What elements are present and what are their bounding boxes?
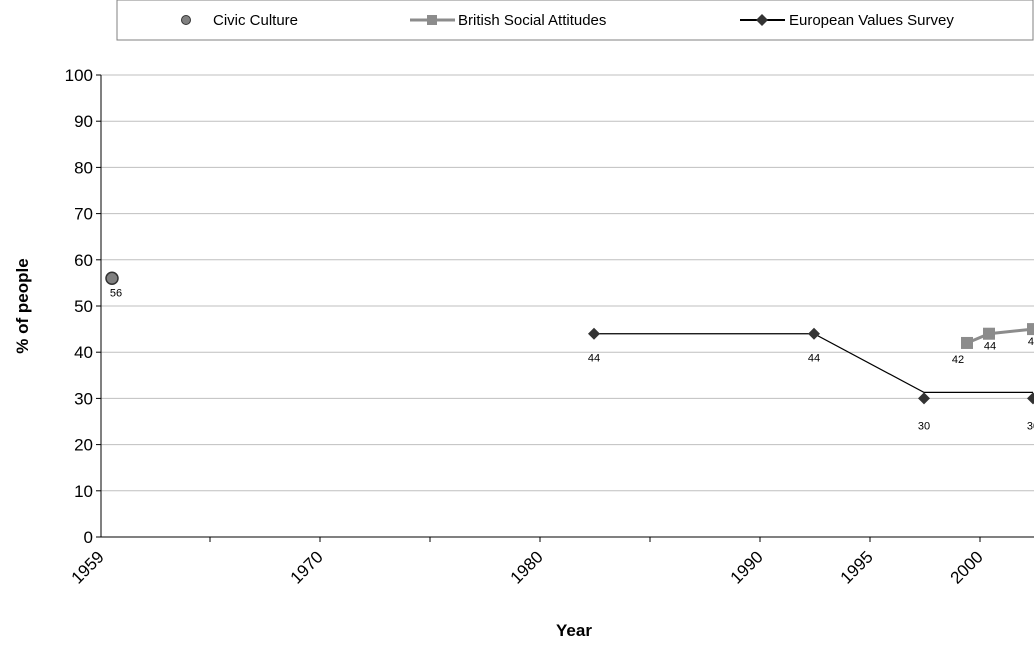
y-tick-label: 90 bbox=[74, 112, 93, 131]
legend-item-civic-culture: Civic Culture bbox=[181, 12, 298, 29]
x-tick-label: 2000 bbox=[947, 547, 987, 587]
x-axis-ticks: 1959 1970 1980 1990 1995 2000 bbox=[68, 537, 987, 588]
data-label: 56 bbox=[110, 287, 122, 299]
series-line bbox=[966, 327, 1034, 345]
x-axis-title: Year bbox=[556, 621, 592, 640]
series-group: 56 42 44 45 44 44 30 30 bbox=[105, 271, 1034, 432]
data-label: 44 bbox=[588, 353, 600, 365]
data-label: 42 bbox=[952, 354, 964, 366]
data-point-square bbox=[983, 327, 995, 340]
data-label: 44 bbox=[808, 353, 820, 365]
y-tick-label: 20 bbox=[74, 436, 93, 455]
y-axis-title: % of people bbox=[13, 258, 32, 353]
legend-label: Civic Culture bbox=[213, 12, 298, 29]
data-point-diamond bbox=[918, 392, 930, 405]
x-tick-label: 1959 bbox=[68, 547, 108, 587]
gridlines bbox=[101, 74, 1034, 492]
legend-item-british-social-attitudes: British Social Attitudes bbox=[410, 12, 606, 29]
series-british-social-attitudes: 42 44 45 bbox=[952, 323, 1034, 366]
data-label: 30 bbox=[1027, 420, 1034, 432]
data-point-diamond bbox=[808, 327, 820, 340]
data-point-square bbox=[1027, 323, 1034, 336]
data-label: 44 bbox=[984, 341, 996, 353]
data-label: 30 bbox=[918, 420, 930, 432]
y-tick-label: 60 bbox=[74, 251, 93, 270]
y-tick-label: 0 bbox=[84, 528, 93, 547]
y-tick-label: 100 bbox=[65, 66, 93, 85]
series-line bbox=[594, 333, 1033, 393]
legend-square-marker-icon bbox=[427, 15, 437, 25]
data-point-diamond bbox=[588, 327, 600, 340]
x-tick-label: 1995 bbox=[837, 547, 877, 587]
legend-circle-marker-icon bbox=[181, 15, 191, 25]
y-tick-label: 10 bbox=[74, 482, 93, 501]
legend-item-european-values-survey: European Values Survey bbox=[740, 12, 954, 29]
legend-diamond-marker-icon bbox=[756, 14, 768, 26]
legend-label: British Social Attitudes bbox=[458, 12, 606, 29]
legend-box bbox=[116, 0, 1034, 41]
legend-label: European Values Survey bbox=[789, 12, 954, 29]
y-tick-label: 80 bbox=[74, 158, 93, 177]
series-european-values-survey: 44 44 30 30 bbox=[588, 327, 1034, 432]
x-tick-label: 1990 bbox=[727, 547, 767, 587]
data-point-diamond bbox=[1027, 392, 1034, 405]
y-tick-label: 70 bbox=[74, 205, 93, 224]
y-tick-label: 30 bbox=[74, 389, 93, 408]
x-tick-label: 1970 bbox=[287, 547, 327, 587]
y-tick-label: 50 bbox=[74, 297, 93, 316]
x-tick-label: 1980 bbox=[507, 547, 547, 587]
data-label: 45 bbox=[1028, 336, 1034, 348]
data-point-square bbox=[961, 336, 973, 349]
series-civic-culture: 56 bbox=[105, 271, 122, 299]
data-point-circle bbox=[105, 271, 119, 286]
y-tick-label: 40 bbox=[74, 343, 93, 362]
legend: Civic Culture British Social Attitudes E… bbox=[116, 0, 1034, 41]
y-axis-ticks: 0 10 20 30 40 50 60 70 80 90 100 bbox=[65, 66, 101, 547]
